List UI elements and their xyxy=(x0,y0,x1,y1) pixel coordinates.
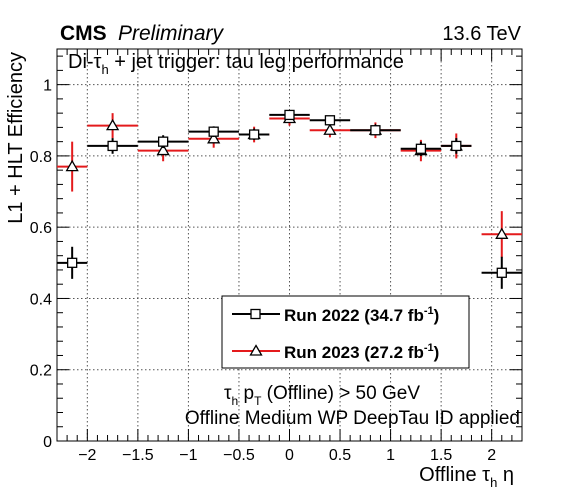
energy-label: 13.6 TeV xyxy=(442,23,521,45)
legend-label-2023: Run 2023 (27.2 fb-1) xyxy=(284,342,439,362)
x-tick-label: 1 xyxy=(386,447,395,464)
data-point-square xyxy=(284,109,295,121)
x-axis-title-pre: Offline xyxy=(419,464,482,486)
y-tick-label: 0.8 xyxy=(30,149,52,166)
annotation-rest: (Offline) > 50 GeV xyxy=(261,383,420,404)
plot-title-tau: τ xyxy=(94,51,102,73)
data-point-square xyxy=(67,257,78,268)
y-tick-label: 0.2 xyxy=(30,363,52,380)
preliminary-label: Preliminary xyxy=(118,22,225,45)
legend-box xyxy=(221,295,470,369)
series-0 xyxy=(57,109,522,289)
x-tick-label: 0 xyxy=(285,447,294,464)
x-tick-label: −2 xyxy=(78,447,96,464)
x-tick-label: −1.5 xyxy=(122,447,154,464)
legend-marker-2023 xyxy=(249,344,263,356)
x-tick-label: 2 xyxy=(487,447,496,464)
data-point-square xyxy=(208,126,219,137)
y-tick-label: 0 xyxy=(43,434,52,451)
data-point-square xyxy=(451,140,462,152)
data-point-square xyxy=(370,125,381,136)
legend-label-2022-sup: -1 xyxy=(424,305,434,317)
legend-label-2022-close: ) xyxy=(434,306,440,325)
annotation-tau: τ xyxy=(224,383,232,404)
cms-label: CMS xyxy=(60,22,107,45)
data-point-square xyxy=(324,115,336,126)
x-axis-title: Offline τh η xyxy=(419,464,514,490)
y-tick-label: 0.6 xyxy=(30,220,52,237)
legend-label-2023-name: Run 2023 (27.2 fb xyxy=(284,343,424,362)
legend-label-2023-sup: -1 xyxy=(424,342,434,354)
data-point-triangle xyxy=(495,227,509,239)
annotation-p: p xyxy=(238,383,254,404)
legend-marker-2022 xyxy=(250,308,261,320)
y-axis-title: L1 + HLT Efficiency xyxy=(5,52,27,224)
data-series xyxy=(57,109,522,289)
plot-title: Di-τh + jet trigger: tau leg performance xyxy=(68,51,404,77)
plot-title-pre: Di- xyxy=(68,51,94,73)
y-tick-label: 0.4 xyxy=(30,291,52,308)
grid-lines xyxy=(57,49,522,442)
x-axis-title-post: η xyxy=(497,464,514,486)
annotation-p-sub: T xyxy=(254,394,262,408)
plot-title-post: + jet trigger: tau leg performance xyxy=(109,51,404,73)
x-tick-label: 1.5 xyxy=(430,447,452,464)
data-point-triangle xyxy=(105,118,120,131)
x-tick-label: −1 xyxy=(179,447,197,464)
legend-label-2022-name: Run 2022 (34.7 fb xyxy=(284,306,424,325)
legend: Run 2022 (34.7 fb-1) Run 2023 (27.2 fb-1… xyxy=(221,295,470,369)
y-tick-label: 1 xyxy=(43,78,52,95)
data-point-square xyxy=(415,143,427,154)
data-point-square xyxy=(107,140,118,152)
axis-ticks: −2 −1.5 −1 −0.5 0 0.5 1 1.5 2 0 0.2 0.4 0.6 0.8 1 xyxy=(30,49,523,464)
x-tick-label: −0.5 xyxy=(223,447,255,464)
x-axis-title-sub: h xyxy=(490,475,497,490)
plot-title-sub: h xyxy=(101,62,108,77)
legend-label-2022: Run 2022 (34.7 fb-1) xyxy=(284,305,439,325)
x-axis-title-tau: τ xyxy=(482,464,490,486)
data-point-square xyxy=(157,136,169,147)
data-point-triangle xyxy=(156,143,170,156)
data-point-triangle xyxy=(65,159,79,172)
annotation-pt-cut: τh pT (Offline) > 50 GeV xyxy=(224,383,420,408)
data-point-triangle xyxy=(207,132,221,144)
legend-label-2023-close: ) xyxy=(434,343,440,362)
data-point-square xyxy=(496,267,507,278)
annotation-tau-sub: h xyxy=(232,394,239,408)
annotation-deeptau: Offline Medium WP DeepTau ID applied xyxy=(185,408,520,429)
x-tick-label: 0.5 xyxy=(329,447,351,464)
data-point-triangle xyxy=(323,123,337,135)
data-point-square xyxy=(248,129,260,140)
